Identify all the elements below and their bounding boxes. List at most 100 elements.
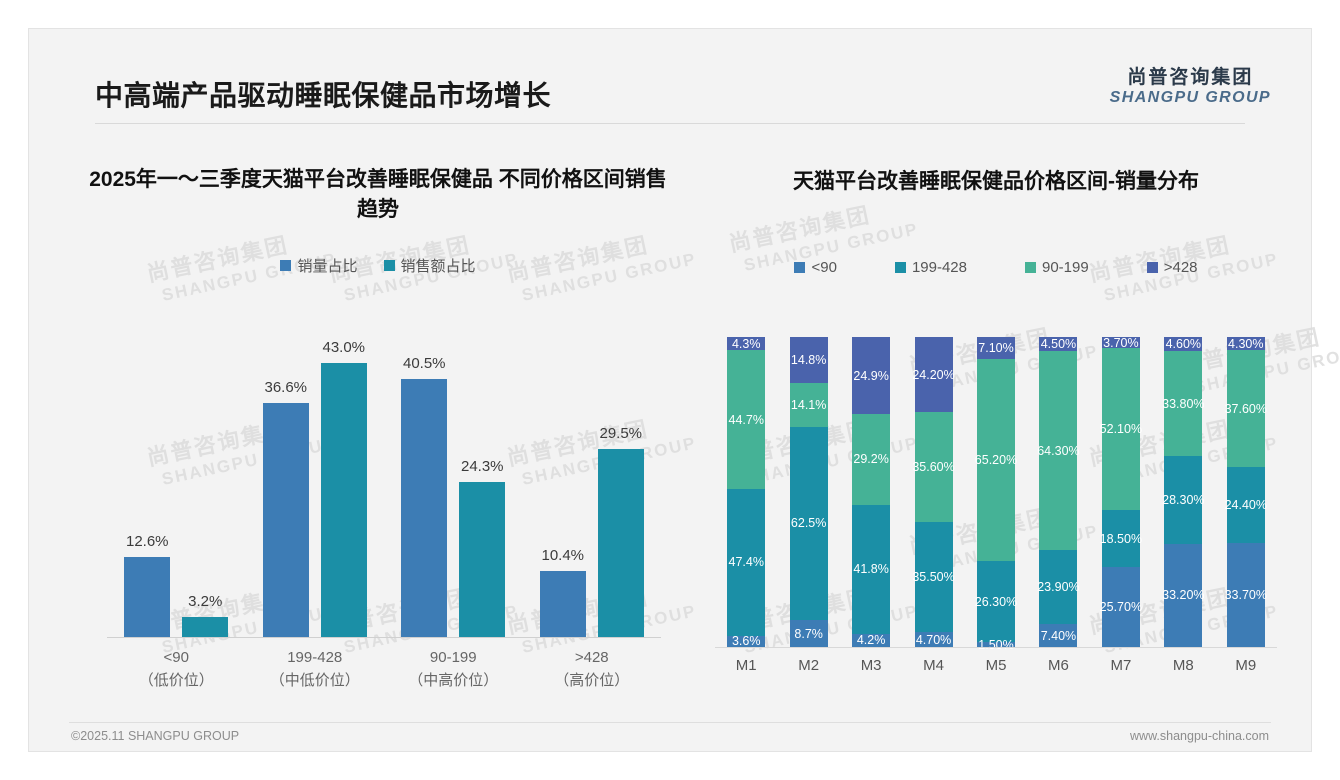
- bar-fill: [459, 481, 506, 637]
- stacked-bar[interactable]: 24.9% 29.2% 41.8% 4.2%: [852, 337, 891, 648]
- segment-value-label: 26.30%: [974, 594, 1018, 609]
- bar-value-label: 29.5%: [599, 424, 643, 442]
- stacked-bar-segment[interactable]: 14.1%: [789, 382, 828, 427]
- stacked-bar-segment[interactable]: 3.6%: [727, 634, 766, 649]
- header-divider: [95, 123, 1245, 124]
- segment-value-label: 4.60%: [1165, 337, 1202, 352]
- legend-item[interactable]: 销量占比: [280, 255, 358, 276]
- bar[interactable]: 40.5%: [401, 355, 448, 637]
- x-axis-label: M1: [735, 657, 757, 674]
- stacked-bar-segment[interactable]: 26.30%: [974, 560, 1018, 643]
- legend-item[interactable]: 90-199: [1025, 259, 1089, 276]
- stacked-bar-segment[interactable]: 4.50%: [1039, 337, 1078, 351]
- stacked-bar-segment[interactable]: 35.50%: [912, 522, 955, 633]
- left-chart-title-line1: 2025年一～三季度天猫平台改善睡眠保健品: [89, 168, 493, 191]
- stacked-bar-segment[interactable]: 33.80%: [1162, 351, 1205, 457]
- stacked-bar[interactable]: 4.50% 64.30% 23.90% 7.40%: [1037, 337, 1080, 647]
- stacked-bar-segment[interactable]: 4.60%: [1164, 337, 1203, 352]
- stacked-bar-segment[interactable]: 28.30%: [1162, 456, 1205, 544]
- legend-swatch-icon: [280, 259, 292, 271]
- stacked-bar-segment[interactable]: 64.30%: [1037, 350, 1080, 551]
- stacked-bar-segment[interactable]: 25.70%: [1100, 567, 1142, 647]
- segment-value-label: 8.7%: [794, 626, 823, 641]
- bar-value-label: 40.5%: [402, 354, 446, 372]
- stacked-bar-segment[interactable]: 23.90%: [1037, 550, 1080, 625]
- stacked-bar-segment[interactable]: 29.2%: [852, 414, 891, 505]
- stacked-bar-segment[interactable]: 1.50%: [977, 638, 1015, 652]
- segment-value-label: 14.8%: [790, 352, 827, 367]
- bar-fill: [262, 403, 309, 637]
- stacked-bar[interactable]: 14.8% 14.1% 62.5% 8.7%: [789, 337, 828, 647]
- bar[interactable]: 3.2%: [182, 593, 229, 637]
- stacked-bar-segment[interactable]: 3.70%: [1101, 336, 1140, 350]
- legend-label: <90: [811, 258, 837, 276]
- stacked-bar-segment[interactable]: 14.8%: [789, 337, 828, 383]
- bar-fill: [597, 448, 644, 637]
- stacked-bar-segment[interactable]: 47.4%: [727, 488, 766, 636]
- legend-item[interactable]: 销售额占比: [383, 255, 476, 276]
- segment-value-label: 3.6%: [731, 634, 761, 649]
- stacked-bar-segment[interactable]: 7.10%: [977, 337, 1015, 359]
- stacked-bar-segment[interactable]: 33.70%: [1224, 542, 1267, 647]
- segment-value-label: 41.8%: [853, 562, 889, 577]
- x-axis-label-sub: （中高价位）: [408, 671, 499, 689]
- x-axis-group-label: 199-428 （中低价位）: [246, 647, 385, 692]
- stacked-bar-segment[interactable]: 18.50%: [1100, 509, 1142, 568]
- segment-value-label: 4.3%: [731, 336, 761, 351]
- stacked-bar[interactable]: 7.10% 65.20% 26.30% 1.50%: [974, 337, 1018, 652]
- stacked-bar[interactable]: 4.60% 33.80% 28.30% 33.20%: [1162, 337, 1205, 647]
- segment-value-label: 4.30%: [1228, 336, 1264, 351]
- stacked-bar-segment[interactable]: 41.8%: [852, 504, 891, 634]
- right-chart-legend: <90 199-428 90-199 >428: [701, 259, 1291, 276]
- bar[interactable]: 29.5%: [597, 425, 644, 637]
- right-plot-area: 4.3% 44.7% 47.4% 3.6% 14.8% 14.1% 62.5% 8.7% 24.…: [715, 336, 1277, 652]
- stacked-bar[interactable]: 4.3% 44.7% 47.4% 3.6%: [727, 336, 766, 649]
- panel-sales-trend: 2025年一～三季度天猫平台改善睡眠保健品 不同价格区间销售趋势 销量占比 销售额…: [69, 141, 687, 696]
- bar-fill: [182, 616, 229, 637]
- segment-value-label: 7.40%: [1040, 628, 1077, 643]
- stacked-bar-segment[interactable]: 62.5%: [789, 426, 828, 621]
- bar-group: 36.6% 43.0%: [246, 337, 385, 637]
- x-axis-label-sub: （中低价位）: [269, 671, 360, 689]
- stacked-bar[interactable]: 3.70% 52.10% 18.50% 25.70%: [1099, 336, 1143, 647]
- left-chart-title: 2025年一～三季度天猫平台改善睡眠保健品 不同价格区间销售趋势: [69, 165, 687, 225]
- left-chart-title-line2: 不同价格区间销售趋势: [357, 168, 667, 221]
- stacked-bar-segment[interactable]: 65.20%: [975, 358, 1017, 561]
- bar-fill: [320, 362, 367, 637]
- page-title: 中高端产品驱动睡眠保健品市场增长: [95, 80, 552, 111]
- segment-value-label: 64.30%: [1037, 443, 1080, 458]
- stacked-bar-segment[interactable]: 7.40%: [1039, 624, 1078, 647]
- x-axis-label: M8: [1172, 657, 1194, 674]
- segment-value-label: 33.80%: [1162, 396, 1205, 411]
- bar-value-label: 12.6%: [125, 532, 169, 550]
- stacked-bar-segment[interactable]: 24.20%: [912, 337, 955, 413]
- legend-item[interactable]: 199-428: [894, 259, 967, 276]
- stacked-bar-segment[interactable]: 35.60%: [912, 412, 955, 523]
- stacked-bar-segment[interactable]: 37.60%: [1225, 350, 1267, 467]
- stacked-bar-segment[interactable]: 4.2%: [852, 633, 891, 648]
- stacked-bar[interactable]: 4.30% 37.60% 24.40% 33.70%: [1224, 336, 1267, 647]
- stacked-bar-segment[interactable]: 52.10%: [1099, 348, 1143, 510]
- bar[interactable]: 24.3%: [459, 458, 506, 637]
- stacked-bar-segment[interactable]: 4.30%: [1226, 336, 1265, 351]
- stacked-bar-segment[interactable]: 24.40%: [1225, 466, 1267, 543]
- stacked-bar-segment[interactable]: 4.3%: [727, 336, 766, 351]
- stacked-bar-segment[interactable]: 44.7%: [727, 350, 766, 489]
- legend-item[interactable]: <90: [794, 258, 837, 276]
- stacked-bar-segment[interactable]: 4.70%: [914, 632, 953, 647]
- bar[interactable]: 10.4%: [539, 547, 586, 637]
- stacked-bar-segment[interactable]: 33.20%: [1162, 543, 1205, 647]
- segment-value-label: 7.10%: [978, 340, 1014, 355]
- segment-value-label: 52.10%: [1099, 422, 1143, 437]
- legend-swatch-icon: [383, 259, 395, 271]
- segment-value-label: 44.7%: [728, 412, 764, 427]
- segment-value-label: 33.70%: [1224, 587, 1267, 602]
- segment-value-label: 4.2%: [856, 633, 886, 648]
- stacked-bar-segment[interactable]: 8.7%: [789, 620, 828, 647]
- bar[interactable]: 43.0%: [320, 339, 367, 637]
- legend-item[interactable]: >428: [1146, 259, 1198, 276]
- bar[interactable]: 12.6%: [124, 533, 171, 637]
- bar[interactable]: 36.6%: [262, 379, 309, 637]
- stacked-bar[interactable]: 24.20% 35.60% 35.50% 4.70%: [912, 337, 955, 647]
- stacked-bar-segment[interactable]: 24.9%: [852, 337, 891, 415]
